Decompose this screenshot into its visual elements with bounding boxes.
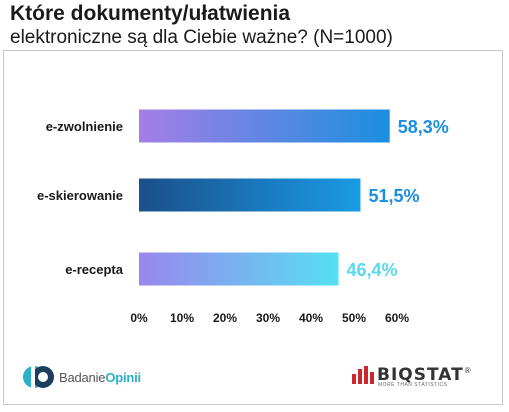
x-tick-label: 30% (256, 311, 280, 325)
x-tick-label: 40% (299, 311, 323, 325)
logo-left-brand: Opinii (105, 369, 141, 385)
x-tick-label: 60% (385, 311, 409, 325)
biostat-reg: ® (464, 366, 471, 375)
badanie-opinii-icon (23, 366, 54, 388)
value-label: 51,5% (368, 186, 419, 206)
bar-e-skierowanie (139, 178, 361, 212)
value-label: 58,3% (398, 117, 449, 137)
bar-e-zwolnienie (139, 109, 390, 143)
value-label: 46,4% (347, 260, 398, 280)
logo-left-prefix: Badanie (59, 369, 106, 385)
chart-frame (3, 50, 503, 405)
x-tick-label: 50% (342, 311, 366, 325)
biostat-tagline: MORE THAN STATISTICS (378, 382, 448, 388)
category-label: e-zwolnienie (46, 119, 123, 134)
category-label: e-recepta (65, 262, 124, 277)
x-tick-label: 20% (213, 311, 237, 325)
bar-e-recepta (139, 252, 339, 286)
biostat-logo: BIQSTAT ® MORE THAN STATISTICS (352, 366, 471, 388)
biostat-bars-icon (352, 366, 374, 384)
category-label: e-skierowanie (37, 188, 123, 203)
x-tick-label: 0% (130, 311, 148, 325)
badanie-opinii-logo: BadanieOpinii (22, 362, 141, 392)
title-line-1: Które dokumenty/ułatwienia (10, 2, 291, 25)
chart-title: Które dokumenty/ułatwienia elektroniczne… (10, 2, 399, 50)
biostat-name: BIQSTAT (377, 365, 464, 385)
title-line-2: elektroniczne są dla Ciebie ważne? (N=10… (10, 27, 393, 48)
x-tick-label: 10% (170, 311, 194, 325)
